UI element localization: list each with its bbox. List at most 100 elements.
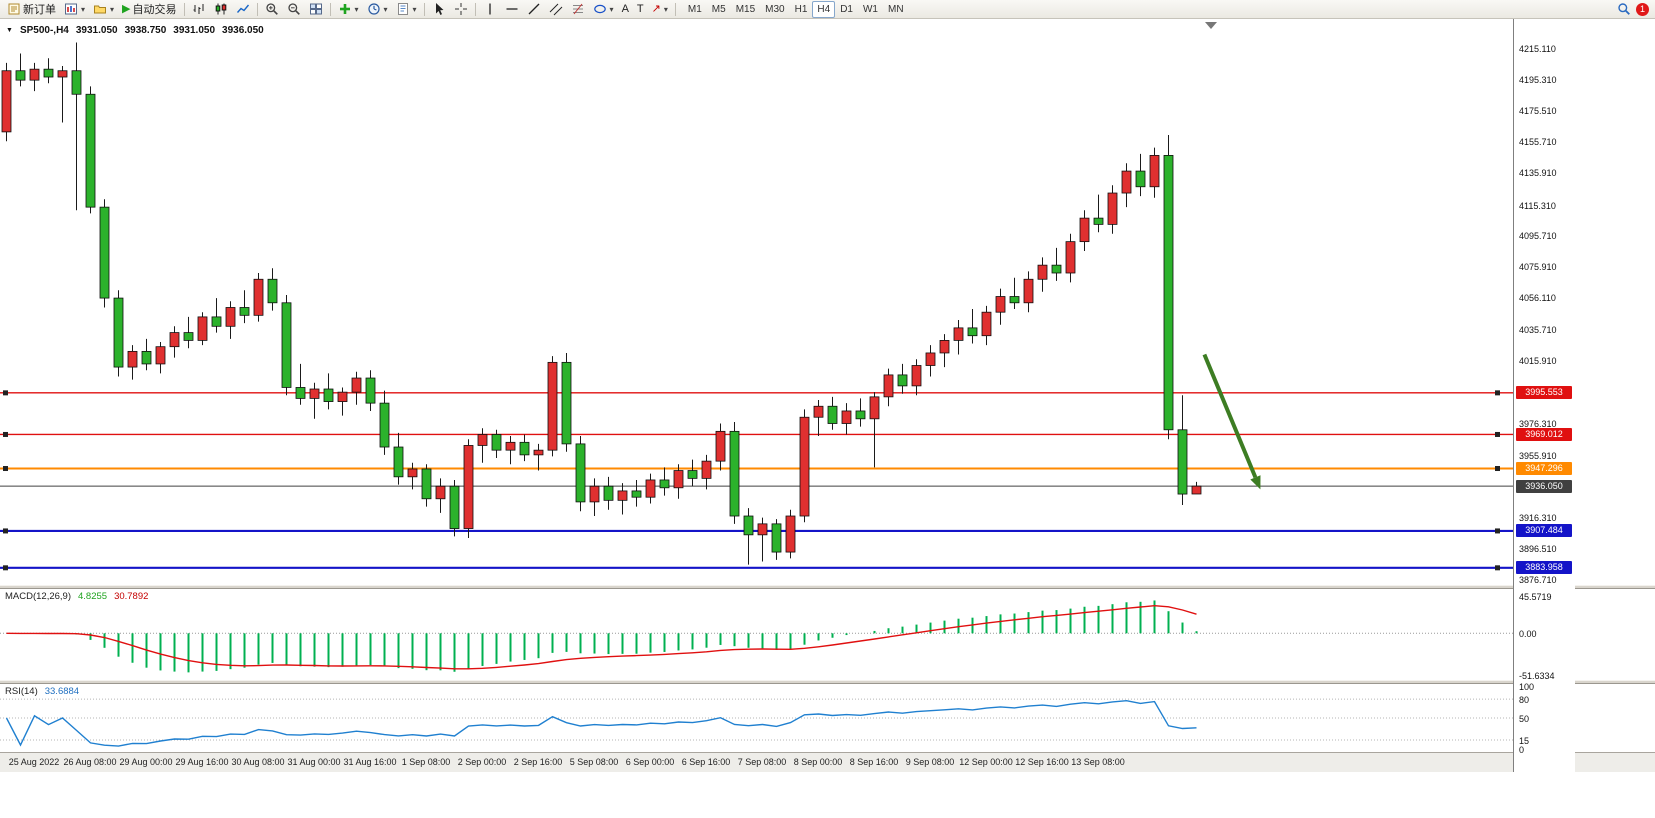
auto-trading-icon: ▶ (122, 2, 131, 15)
templates-icon (397, 3, 408, 15)
shapes-icon (593, 4, 606, 14)
timeframe-w1-button[interactable]: W1 (862, 3, 878, 15)
chevron-down-icon: ▾ (110, 4, 115, 14)
candle (953, 320, 964, 355)
timeframe-m15-button[interactable]: M15 (735, 3, 756, 15)
timeframe-mn-button[interactable]: MN (887, 3, 904, 15)
candle (547, 356, 558, 457)
timeframe-h1-button[interactable]: H1 (794, 3, 808, 15)
price-badge: 3936.050 (1516, 479, 1572, 493)
candle (1009, 277, 1020, 310)
indicators-button[interactable]: ▾ (334, 1, 363, 18)
candle (799, 409, 810, 523)
candle (575, 436, 586, 512)
chevron-down-icon: ▾ (609, 4, 614, 14)
label-tool-button[interactable]: T (633, 1, 648, 18)
notification-badge[interactable]: 1 (1636, 2, 1649, 16)
time-axis-label: 31 Aug 16:00 (343, 757, 397, 767)
candles-chart-button[interactable] (210, 1, 232, 18)
zoom-out-button[interactable] (283, 1, 305, 18)
one-click-trading-arrow-icon[interactable]: ▼ (6, 27, 13, 34)
candle (435, 478, 446, 513)
candle (701, 454, 712, 490)
candle (869, 392, 880, 468)
vertical-line-button[interactable] (479, 1, 501, 18)
periods-button[interactable]: ▾ (363, 1, 392, 18)
candle (141, 338, 152, 371)
horizontal-level-line[interactable] (0, 466, 1513, 472)
rsi-panel[interactable] (0, 684, 1513, 752)
time-axis-label: 1 Sep 08:00 (401, 757, 451, 767)
rsi-title: RSI(14) (5, 686, 38, 697)
macd-title: MACD(12,26,9) (5, 591, 71, 602)
horizontal-level-line[interactable] (0, 390, 1513, 396)
periods-icon (367, 3, 380, 15)
channel-button[interactable] (545, 1, 567, 18)
candle (71, 42, 82, 211)
candle (589, 478, 600, 517)
candle (1, 62, 12, 142)
toolbar-separator (183, 2, 185, 16)
rsi-line (5, 699, 1197, 747)
timeframe-h4-button[interactable]: H4 (812, 0, 836, 18)
auto-trading-button[interactable]: ▶ 自动交易 (118, 1, 180, 18)
panel-splitter[interactable] (0, 585, 1655, 589)
fibonacci-icon (572, 3, 583, 15)
timeframe-group: M1 M5 M15 M30 H1 H4 D1 W1 MN (683, 0, 909, 18)
timeframe-m1-button[interactable]: M1 (687, 3, 702, 15)
arrow-object[interactable] (1202, 353, 1261, 490)
toolbar-separator (256, 2, 258, 16)
price-axis-tick: 4175.510 (1519, 106, 1557, 117)
time-axis-label: 13 Sep 08:00 (1071, 757, 1125, 767)
horizontal-level-line[interactable] (0, 431, 1513, 437)
trendline-button[interactable] (523, 1, 545, 18)
candle (631, 479, 642, 507)
rsi-axis-tick: 50 (1519, 713, 1530, 724)
time-axis-label: 8 Sep 16:00 (849, 757, 899, 767)
shapes-button[interactable]: ▾ (589, 1, 618, 18)
profiles-button[interactable]: ▾ (89, 1, 118, 18)
macd-panel[interactable] (0, 589, 1513, 680)
candle (421, 464, 432, 507)
candle (127, 345, 138, 380)
candle (561, 352, 572, 452)
cursor-button[interactable] (428, 1, 450, 18)
bars-chart-button[interactable] (188, 1, 210, 18)
bars-chart-icon (193, 4, 203, 14)
new-chart-button[interactable]: ▾ (60, 1, 89, 18)
chevron-down-icon: ▾ (81, 4, 86, 14)
templates-button[interactable]: ▾ (392, 1, 421, 18)
horizontal-level-line[interactable] (0, 565, 1513, 571)
horizontal-line-button[interactable] (501, 1, 523, 18)
horizontal-line-icon (506, 8, 518, 10)
candle (393, 432, 404, 485)
candle (337, 387, 348, 416)
text-tool-button[interactable]: A (618, 1, 633, 18)
crosshair-button[interactable] (450, 1, 472, 18)
time-axis-label: 9 Sep 08:00 (905, 757, 955, 767)
search-icon[interactable] (1617, 2, 1631, 16)
candle (995, 288, 1006, 325)
time-axis[interactable]: 25 Aug 2022 26 Aug 08:00 29 Aug 00:00 29 Au… (0, 752, 1655, 772)
candle (155, 341, 166, 374)
timeframe-m5-button[interactable]: M5 (711, 3, 726, 15)
new-order-button[interactable]: 新订单 (3, 1, 60, 18)
panel-splitter[interactable] (0, 680, 1655, 684)
zoom-in-button[interactable] (261, 1, 283, 18)
tile-windows-icon (309, 3, 322, 15)
candle (183, 316, 194, 349)
candle (85, 86, 96, 214)
macd-histogram (19, 600, 1198, 673)
price-axis[interactable]: 4215.110 4195.310 4175.510 4155.710 4135.910… (1513, 19, 1575, 772)
fibonacci-button[interactable] (567, 1, 589, 18)
timeframe-d1-button[interactable]: D1 (840, 3, 853, 15)
macd-axis-tick: 45.5719 (1519, 591, 1552, 602)
tile-windows-button[interactable] (305, 1, 327, 18)
horizontal-level-line[interactable] (0, 528, 1513, 534)
arrows-button[interactable]: ↗ ▾ (648, 1, 672, 18)
line-chart-button[interactable] (232, 1, 254, 18)
macd-axis-tick: -51.6334 (1519, 670, 1555, 681)
main-chart[interactable] (0, 19, 1513, 585)
zoom-in-icon (265, 3, 278, 15)
timeframe-m30-button[interactable]: M30 (765, 3, 785, 15)
